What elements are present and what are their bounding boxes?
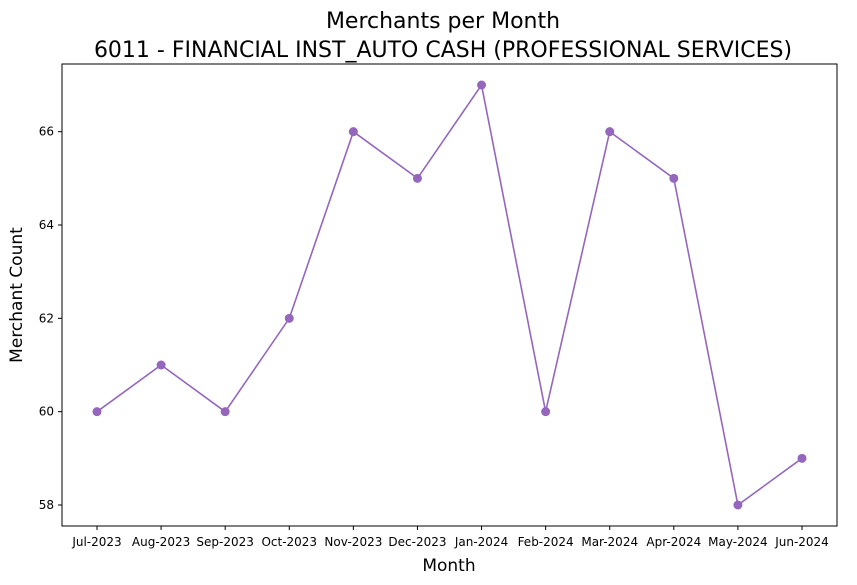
x-tick-label: Jul-2023 xyxy=(71,535,121,549)
plot-frame xyxy=(61,63,838,527)
x-axis-title: Month xyxy=(422,556,475,576)
y-tick-label: 60 xyxy=(39,405,54,419)
data-point xyxy=(92,407,102,417)
data-point xyxy=(669,173,679,183)
data-point xyxy=(477,80,487,90)
x-tick-label: Mar-2024 xyxy=(581,535,638,549)
data-point xyxy=(156,360,166,370)
data-point xyxy=(797,453,807,463)
y-axis-title: Merchant Count xyxy=(7,227,27,363)
y-axis: 58 60 62 64 66 xyxy=(39,125,62,512)
y-tick-label: 62 xyxy=(39,311,54,325)
data-point xyxy=(348,127,358,137)
x-tick-label: Feb-2024 xyxy=(518,535,574,549)
x-tick-label: Nov-2023 xyxy=(324,535,382,549)
x-tick-label: Sep-2023 xyxy=(196,535,254,549)
data-point xyxy=(733,500,743,510)
x-tick-label: May-2024 xyxy=(708,535,767,549)
data-point xyxy=(605,127,615,137)
x-tick-label: Jun-2024 xyxy=(774,535,829,549)
y-tick-label: 64 xyxy=(39,218,54,232)
y-tick-label: 66 xyxy=(39,125,54,139)
data-point xyxy=(220,407,230,417)
x-tick-label: Jan-2024 xyxy=(454,535,508,549)
x-tick-label: Aug-2023 xyxy=(132,535,190,549)
chart-subtitle: 6011 - FINANCIAL INST_AUTO CASH (PROFESS… xyxy=(94,38,792,63)
x-axis: Jul-2023 Aug-2023 Sep-2023 Oct-2023 Nov-2023… xyxy=(71,526,829,549)
x-tick-label: Apr-2024 xyxy=(646,535,701,549)
y-tick-label: 58 xyxy=(39,498,54,512)
chart-title: Merchants per Month xyxy=(326,9,560,34)
data-point xyxy=(412,173,422,183)
series-layer xyxy=(92,80,807,510)
series-line xyxy=(96,82,803,507)
x-tick-label: Oct-2023 xyxy=(261,535,317,549)
data-point xyxy=(541,407,551,417)
data-point xyxy=(284,313,294,323)
x-tick-label: Dec-2023 xyxy=(388,535,446,549)
